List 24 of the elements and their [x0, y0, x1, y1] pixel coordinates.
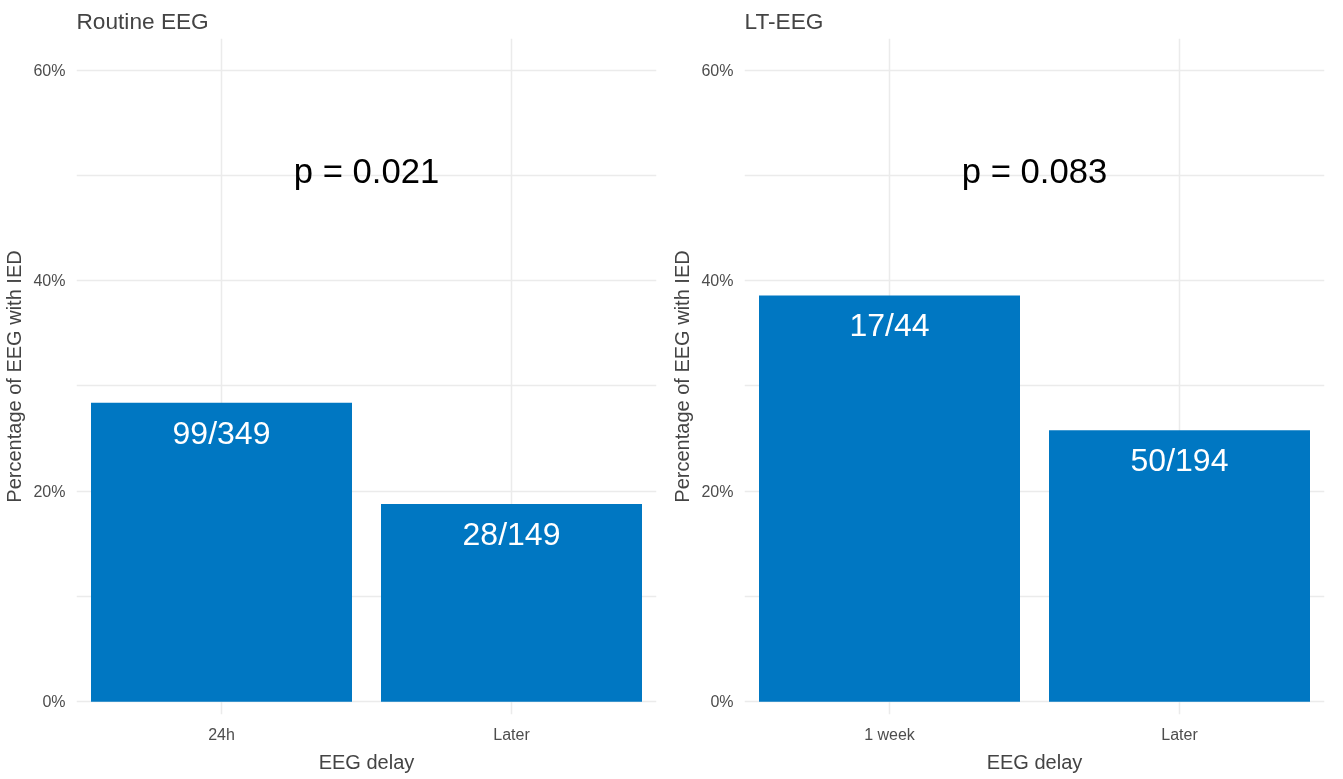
x-tick-label: 24h [208, 725, 235, 743]
y-axis-title: Percentage of EEG with IED [3, 250, 26, 503]
y-tick-label: 40% [33, 272, 66, 290]
data-label: 99/349 [172, 414, 271, 451]
y-tick-label: 0% [710, 693, 734, 711]
chart-title: Routine EEG [76, 7, 209, 34]
y-axis-title: Percentage of EEG with IED [671, 250, 694, 503]
y-tick-label: 20% [701, 482, 734, 500]
data-label: 17/44 [849, 307, 930, 344]
y-tick-label: 20% [33, 482, 66, 500]
x-axis-title: EEG delay [986, 750, 1083, 773]
annotation: p = 0.083 [961, 152, 1108, 191]
y-tick-label: 60% [33, 61, 66, 79]
x-axis-title: EEG delay [318, 750, 415, 773]
chart-title: LT-EEG [744, 7, 824, 34]
data-label: 50/194 [1130, 442, 1229, 479]
x-tick-label: 1 week [864, 725, 916, 743]
y-tick-label: 40% [701, 272, 734, 290]
data-label: 28/149 [462, 515, 561, 552]
x-tick-label: Later [1161, 725, 1199, 743]
x-tick-label: Later [493, 725, 531, 743]
y-tick-label: 60% [701, 61, 734, 79]
y-tick-label: 0% [42, 693, 66, 711]
annotation: p = 0.021 [293, 152, 440, 191]
